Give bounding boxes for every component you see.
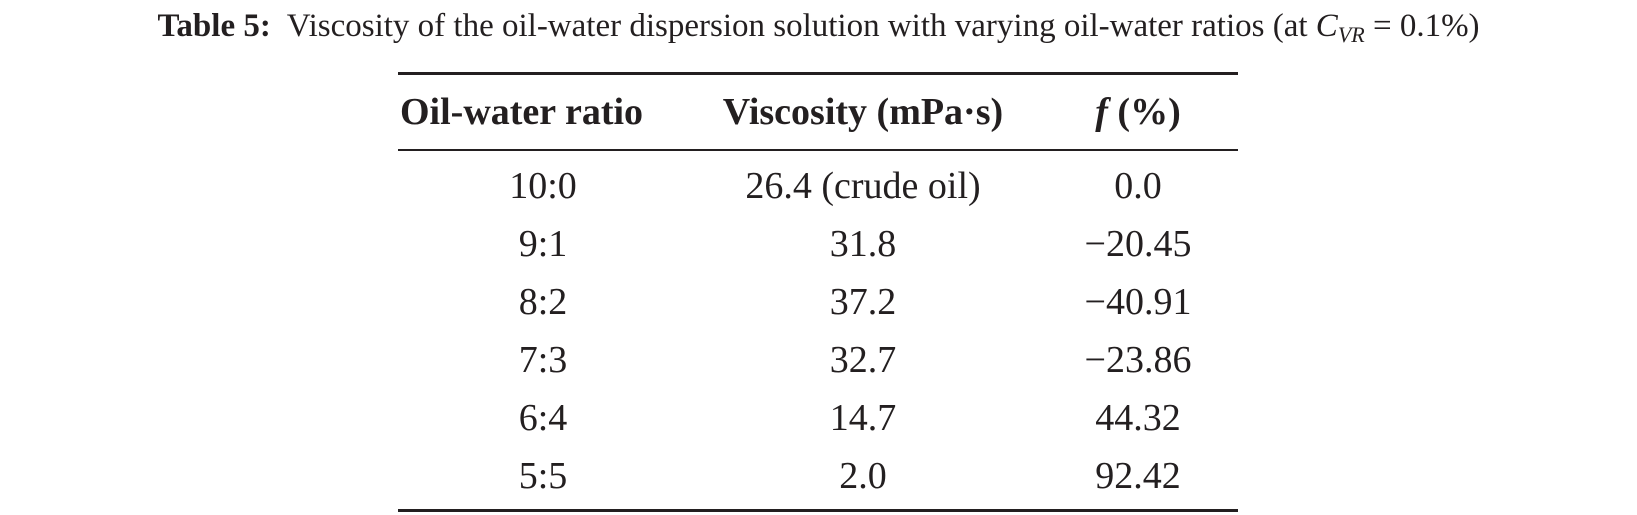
header-viscosity: Viscosity (mPa·s) — [688, 72, 1038, 151]
caption-text-end: = 0.1%) — [1364, 8, 1480, 44]
cell-f: 44.32 — [1095, 397, 1181, 439]
cell-ratio: 7:3 — [518, 339, 568, 381]
table-header-row: Oil-water ratio Viscosity (mPa·s) f (%) — [398, 72, 1238, 151]
cell-viscosity: 14.7 — [829, 397, 897, 439]
cell-viscosity: 31.8 — [829, 223, 897, 265]
cell-f: 0.0 — [1114, 165, 1162, 207]
caption-variable-subscript: VR — [1337, 22, 1365, 47]
cell-f: −40.91 — [1084, 281, 1192, 323]
table-row: 7:3 32.7 −23.86 — [398, 331, 1238, 389]
cell-ratio: 5:5 — [398, 447, 688, 512]
header-oil-water-ratio: Oil-water ratio — [398, 72, 688, 151]
table-row: 10:0 26.4 (crude oil) 0.0 — [398, 150, 1238, 215]
cell-ratio: 8:2 — [518, 281, 568, 323]
table-label: Table 5: — [157, 8, 271, 44]
table-row: 9:1 31.8 −20.45 — [398, 215, 1238, 273]
cell-viscosity: 37.2 — [829, 281, 897, 323]
header-f: f (%) — [1038, 72, 1238, 151]
table-caption: Table 5: Viscosity of the oil-water disp… — [0, 4, 1637, 48]
cell-f: 92.42 — [1038, 447, 1238, 512]
viscosity-table: Oil-water ratio Viscosity (mPa·s) f (%) … — [398, 72, 1238, 512]
table-row: 8:2 37.2 −40.91 — [398, 273, 1238, 331]
table-row: 6:4 14.7 44.32 — [398, 389, 1238, 447]
cell-ratio: 9:1 — [518, 223, 568, 265]
cell-f: −23.86 — [1084, 339, 1192, 381]
caption-variable: C — [1315, 8, 1338, 44]
cell-ratio: 6:4 — [518, 397, 568, 439]
header-f-unit: (%) — [1117, 91, 1181, 133]
table-row: 5:5 2.0 92.42 — [398, 447, 1238, 512]
caption-text: Viscosity of the oil-water dispersion so… — [286, 8, 1316, 44]
cell-viscosity: 32.7 — [829, 339, 897, 381]
header-f-symbol: f — [1095, 91, 1108, 133]
data-table-container: Oil-water ratio Viscosity (mPa·s) f (%) … — [398, 72, 1238, 512]
cell-f: −20.45 — [1084, 223, 1192, 265]
cell-viscosity: 26.4 (crude oil) — [745, 165, 981, 207]
cell-ratio: 10:0 — [509, 165, 577, 207]
cell-viscosity: 2.0 — [688, 447, 1038, 512]
